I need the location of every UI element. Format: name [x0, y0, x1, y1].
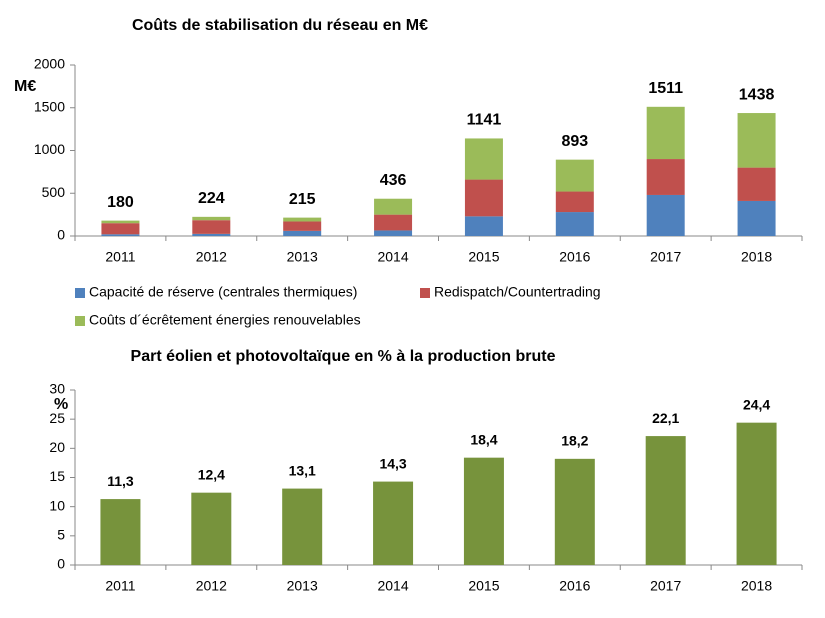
- x-tick-label: 2011: [105, 249, 135, 265]
- total-label: 893: [561, 133, 588, 150]
- value-label: 22,1: [652, 410, 679, 426]
- total-label: 1141: [467, 112, 502, 129]
- x-tick-label: 2015: [468, 249, 499, 265]
- y-axis-label: %: [54, 396, 68, 413]
- x-tick-label: 2014: [377, 578, 408, 594]
- total-label: 436: [380, 172, 407, 189]
- value-label: 24,4: [743, 396, 770, 412]
- x-tick-label: 2018: [741, 249, 772, 265]
- value-label: 12,4: [198, 466, 225, 482]
- y-tick-label: 500: [42, 184, 66, 200]
- y-tick-label: 20: [49, 439, 65, 455]
- x-tick-label: 2013: [287, 249, 318, 265]
- bar-segment: [283, 230, 322, 236]
- bar: [736, 422, 777, 565]
- y-tick-label: 0: [57, 227, 65, 243]
- legend-swatch: [420, 288, 430, 298]
- value-label: 11,3: [107, 473, 134, 489]
- bar-segment: [646, 106, 685, 160]
- y-axis-label: M€: [14, 78, 36, 95]
- y-tick-label: 25: [49, 410, 65, 426]
- legend-label: Coûts d´écrêtement énergies renouvelable…: [89, 312, 361, 328]
- bar-segment: [737, 200, 776, 236]
- y-tick-label: 5: [57, 527, 65, 543]
- value-label: 18,2: [561, 433, 588, 449]
- x-tick-label: 2016: [559, 578, 590, 594]
- legend-swatch: [75, 316, 85, 326]
- bar: [282, 488, 323, 565]
- y-tick-label: 15: [49, 468, 65, 484]
- x-tick-label: 2017: [650, 249, 681, 265]
- y-tick-label: 2000: [34, 56, 65, 72]
- bar-segment: [192, 233, 231, 236]
- x-tick-label: 2014: [377, 249, 408, 265]
- bar-segment: [646, 159, 685, 195]
- bar-segment: [101, 234, 140, 236]
- bar-segment: [101, 223, 140, 235]
- bar-segment: [555, 191, 594, 213]
- chart-title: Coûts de stabilisation du réseau en M€: [132, 17, 428, 34]
- total-label: 224: [198, 190, 225, 207]
- y-tick-label: 1000: [34, 141, 65, 157]
- y-tick-label: 0: [57, 556, 65, 572]
- bar-segment: [464, 138, 503, 180]
- bar-segment: [283, 221, 322, 231]
- legend-swatch: [75, 288, 85, 298]
- x-tick-label: 2015: [468, 578, 499, 594]
- bar: [373, 481, 414, 565]
- total-label: 180: [107, 194, 134, 211]
- chart-title: Part éolien et photovoltaïque en % à la …: [131, 348, 556, 365]
- bar-segment: [737, 113, 776, 168]
- legend-label: Capacité de réserve (centrales thermique…: [89, 284, 357, 300]
- x-tick-label: 2018: [741, 578, 772, 594]
- bar-segment: [737, 167, 776, 201]
- bar-segment: [374, 214, 413, 231]
- x-tick-label: 2013: [287, 578, 318, 594]
- total-label: 1511: [648, 80, 683, 97]
- total-label: 215: [289, 191, 316, 208]
- y-tick-label: 1500: [34, 98, 65, 114]
- x-tick-label: 2016: [559, 249, 590, 265]
- x-tick-label: 2012: [196, 578, 227, 594]
- value-label: 13,1: [289, 462, 316, 478]
- bar-segment: [192, 216, 231, 221]
- bar: [645, 436, 686, 565]
- x-tick-label: 2011: [105, 578, 135, 594]
- bar-segment: [555, 212, 594, 236]
- bar-segment: [192, 220, 231, 234]
- x-tick-label: 2017: [650, 578, 681, 594]
- bar-segment: [464, 216, 503, 236]
- bar: [463, 457, 504, 565]
- bar-segment: [555, 159, 594, 192]
- bar-segment: [646, 194, 685, 236]
- value-label: 18,4: [470, 431, 497, 447]
- bar: [100, 499, 141, 565]
- total-label: 1438: [739, 86, 775, 103]
- x-tick-label: 2012: [196, 249, 227, 265]
- y-tick-label: 10: [49, 497, 65, 513]
- y-tick-label: 30: [49, 381, 65, 397]
- bar: [191, 492, 232, 565]
- bar-segment: [374, 230, 413, 236]
- value-label: 14,3: [379, 455, 406, 471]
- bar-segment: [101, 220, 140, 224]
- bar-segment: [374, 198, 413, 215]
- bar-segment: [283, 217, 322, 222]
- legend-label: Redispatch/Countertrading: [434, 284, 601, 300]
- bar-segment: [464, 179, 503, 217]
- bar: [554, 458, 595, 565]
